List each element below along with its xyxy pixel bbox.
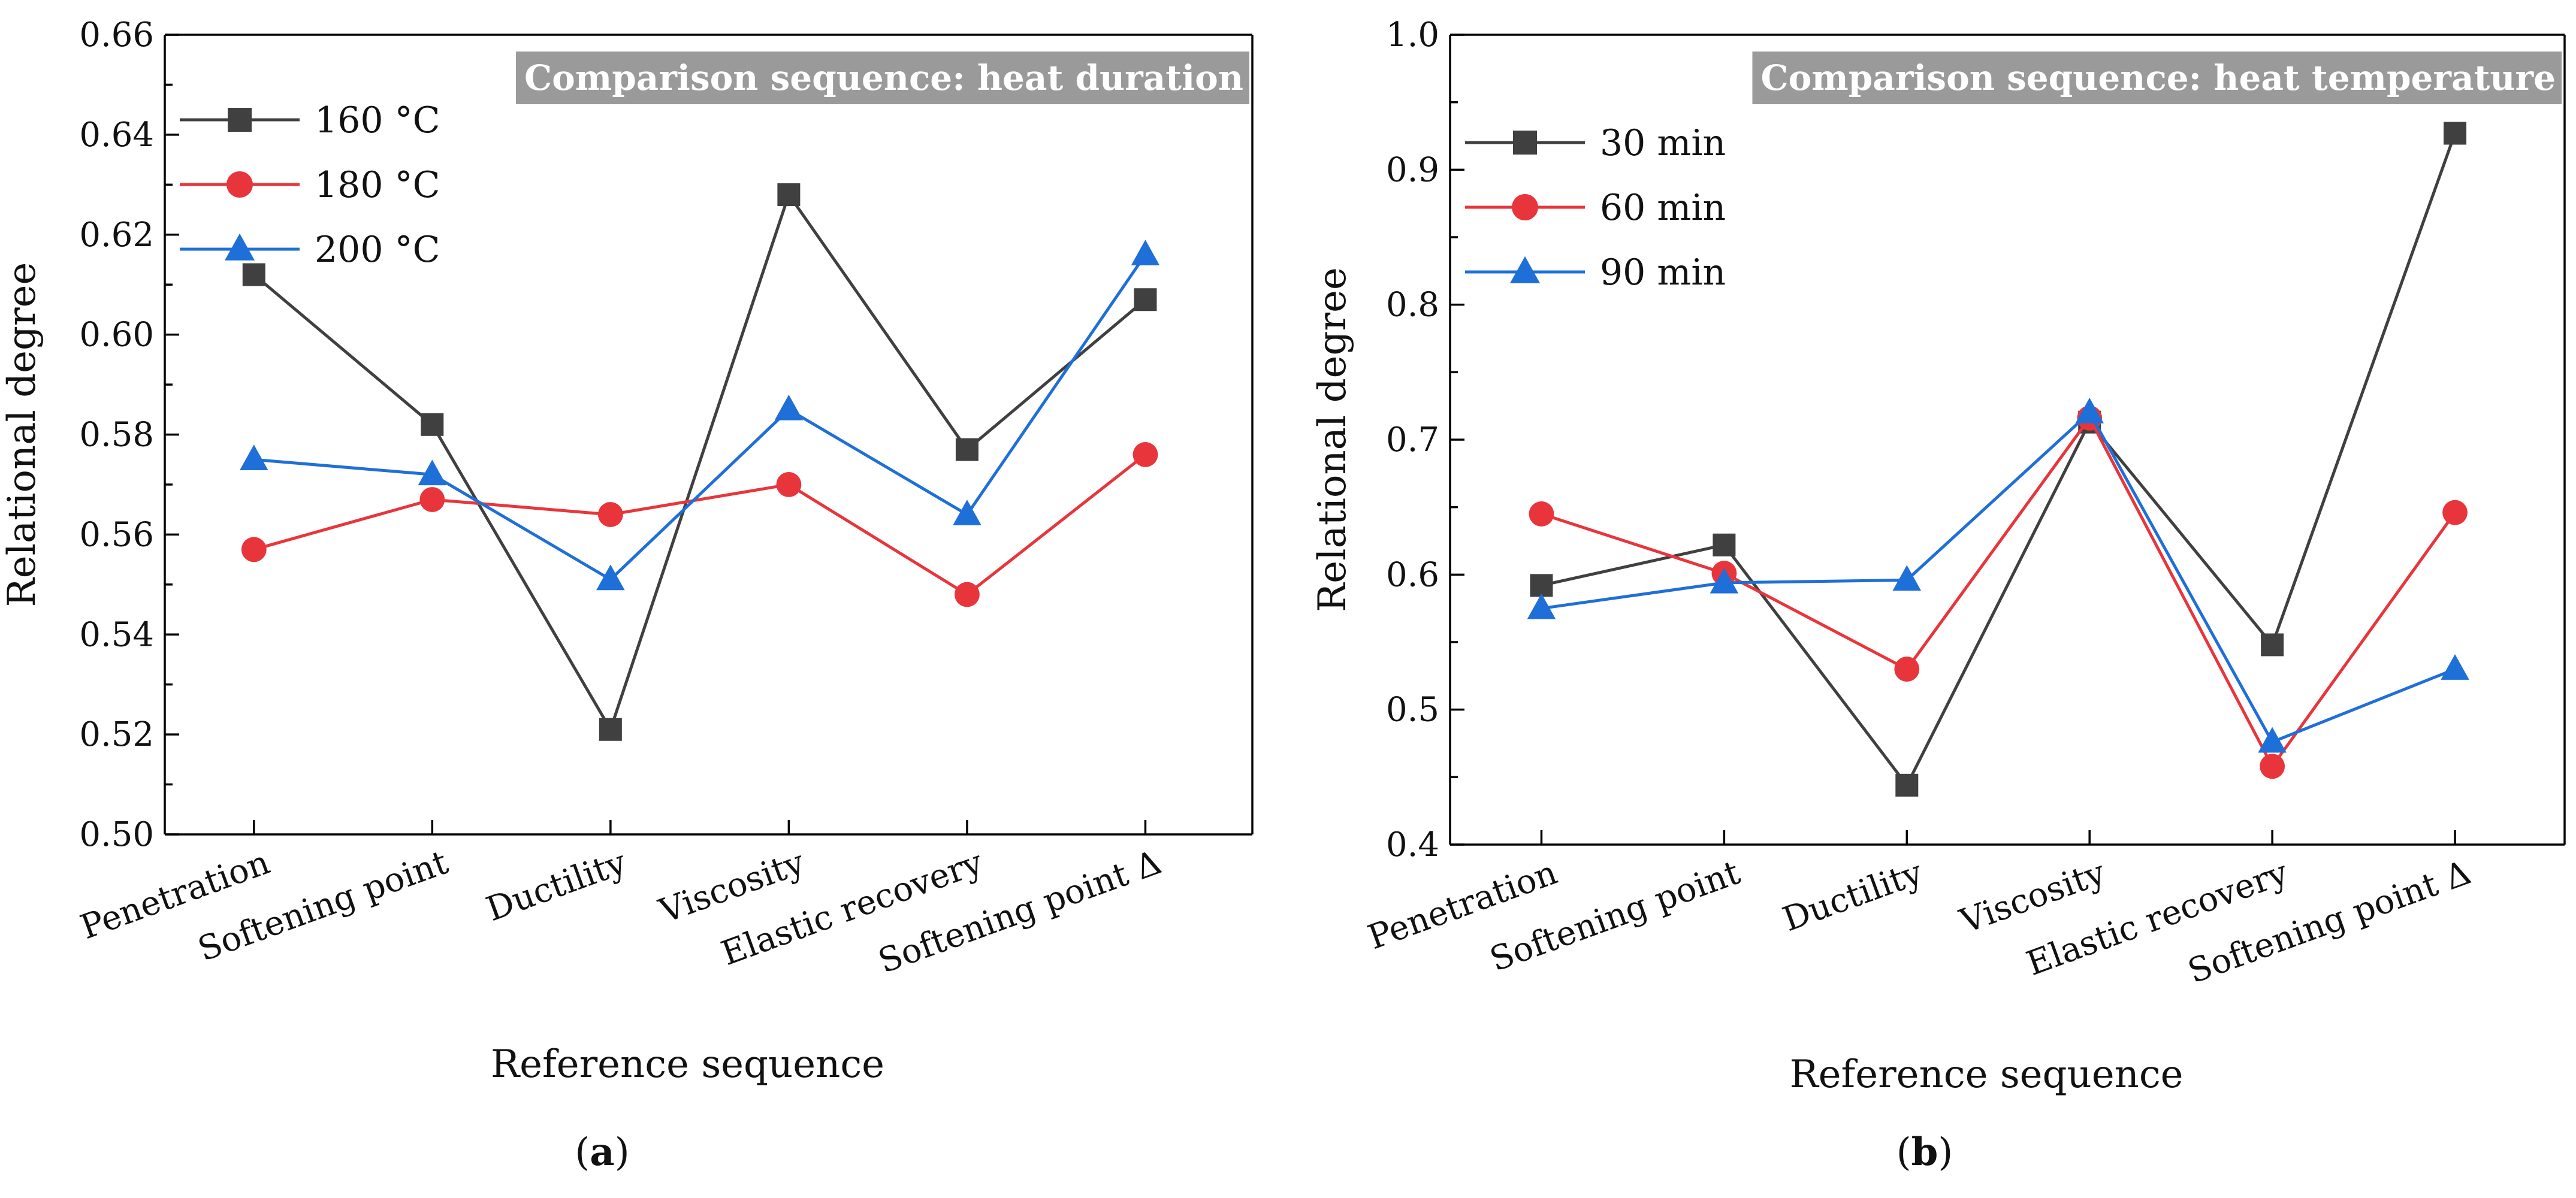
series-0 <box>242 183 1157 741</box>
data-point <box>1895 773 1919 797</box>
data-point <box>1710 567 1739 594</box>
x-tick-label: Ductility <box>1778 853 1928 939</box>
annotation-box <box>516 52 1249 104</box>
legend-label: 60 min <box>1600 187 1726 229</box>
annotation: Comparison sequence: heat duration <box>516 52 1249 104</box>
legend-label: 160 °C <box>315 99 440 141</box>
panel-label-letter: a <box>590 1130 614 1175</box>
panel-label: (a) <box>575 1130 629 1175</box>
legend-label: 30 min <box>1600 122 1726 164</box>
y-axis-title: Relational degree <box>1310 267 1355 612</box>
chart-a: 0.500.520.540.560.580.600.620.640.66Pene… <box>0 16 1254 1175</box>
series-2 <box>1527 397 2469 753</box>
legend: 160 °C 180 °C 200 °C <box>180 99 440 271</box>
y-tick-label: 0.60 <box>79 316 154 355</box>
legend-marker <box>227 171 253 198</box>
data-point <box>1892 565 1922 591</box>
data-point <box>1530 574 1553 597</box>
y-tick-label: 1.0 <box>1386 16 1439 55</box>
series-line <box>253 253 1147 582</box>
data-point <box>597 502 623 527</box>
data-point <box>1529 501 1554 527</box>
y-tick-label: 0.58 <box>79 416 154 455</box>
annotation-text: Comparison sequence: heat duration <box>524 58 1243 98</box>
data-point <box>1894 657 1920 682</box>
series-line <box>1541 132 2457 788</box>
y-tick-label: 0.62 <box>79 216 154 255</box>
chart-b: 0.40.50.60.70.80.91.0PenetrationSoftenin… <box>1310 16 2566 1175</box>
data-point <box>776 472 802 497</box>
data-point <box>242 263 265 286</box>
data-point <box>241 537 267 562</box>
data-point <box>774 394 804 420</box>
data-point <box>1131 240 1160 265</box>
y-tick-label: 0.9 <box>1386 150 1439 189</box>
panel-label-close: ) <box>1938 1130 1953 1175</box>
data-point <box>1134 288 1157 311</box>
series-line <box>253 453 1147 597</box>
series-1 <box>241 441 1158 607</box>
x-axis-title: Reference sequence <box>491 1042 884 1087</box>
panel-label-open: ( <box>575 1130 590 1175</box>
data-point <box>421 413 444 436</box>
y-tick-label: 0.5 <box>1386 691 1439 730</box>
legend-marker <box>225 233 255 261</box>
annotation: Comparison sequence: heat temperature <box>1752 52 2562 104</box>
data-point <box>418 459 447 486</box>
y-tick-label: 0.54 <box>79 615 154 654</box>
legend-label: 200 °C <box>315 229 440 271</box>
data-point <box>955 438 979 461</box>
panel-label-open: ( <box>1896 1130 1911 1175</box>
data-point <box>2261 633 2284 657</box>
legend-label: 90 min <box>1600 252 1726 294</box>
y-tick-label: 0.56 <box>79 515 154 554</box>
data-point <box>2442 500 2468 525</box>
series-line <box>253 191 1147 733</box>
data-point <box>2075 397 2104 423</box>
data-point <box>1527 593 1556 619</box>
annotation-text: Comparison sequence: heat temperature <box>1760 58 2556 98</box>
data-point <box>955 582 980 607</box>
data-point <box>599 718 622 741</box>
y-axis-title: Relational degree <box>0 262 44 607</box>
y-tick-label: 0.6 <box>1386 555 1439 594</box>
annotation-box <box>1752 52 2562 104</box>
data-point <box>953 500 982 525</box>
legend-label: 180 °C <box>315 164 440 206</box>
data-point <box>777 183 801 206</box>
y-tick-label: 0.4 <box>1386 825 1439 864</box>
data-point <box>596 564 625 591</box>
legend-marker <box>1513 131 1537 155</box>
panel-label-close: ) <box>615 1130 630 1175</box>
x-axis-title: Reference sequence <box>1789 1052 2183 1097</box>
y-tick-label: 0.8 <box>1386 286 1439 325</box>
legend-marker <box>228 108 252 132</box>
series-2 <box>240 240 1160 591</box>
data-point <box>2260 754 2285 779</box>
series-line <box>1541 410 2456 744</box>
y-tick-label: 0.66 <box>79 16 154 55</box>
y-tick-label: 0.64 <box>79 116 154 155</box>
x-tick-label: Ductility <box>481 843 632 929</box>
data-point <box>419 487 445 512</box>
legend-marker <box>1512 194 1538 220</box>
y-tick-label: 0.7 <box>1386 420 1439 459</box>
data-point <box>240 444 268 471</box>
panel-label: (b) <box>1896 1130 1953 1175</box>
data-point <box>2258 727 2287 753</box>
data-point <box>2444 122 2467 145</box>
series-1 <box>1529 406 2468 779</box>
y-tick-label: 0.50 <box>79 815 154 854</box>
panel-label-letter: b <box>1911 1130 1938 1175</box>
y-tick-label: 0.52 <box>79 715 154 754</box>
data-point <box>2441 654 2469 680</box>
legend-marker <box>1510 256 1540 283</box>
data-point <box>1133 441 1158 467</box>
series-line <box>1541 415 2457 770</box>
legend: 30 min 60 min 90 min <box>1465 122 1726 294</box>
data-point <box>1713 533 1736 556</box>
